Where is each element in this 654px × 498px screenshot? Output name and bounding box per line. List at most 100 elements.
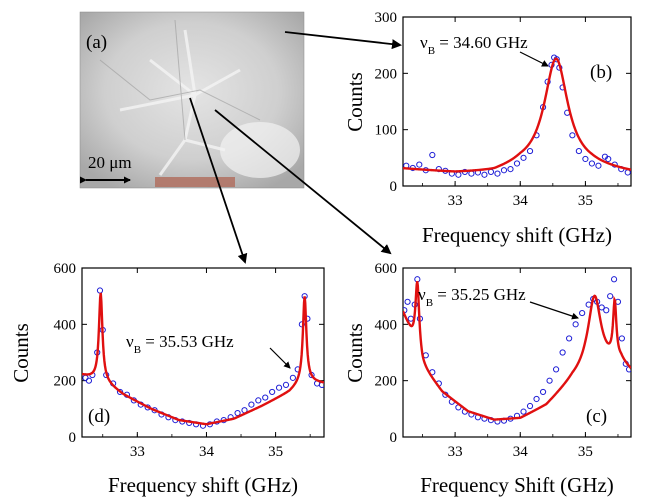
data-point bbox=[255, 397, 262, 404]
annotation-symbol: ν bbox=[126, 332, 134, 351]
y-tick-label: 200 bbox=[375, 374, 398, 390]
y-tick-label: 0 bbox=[69, 430, 77, 446]
data-layer bbox=[403, 276, 631, 425]
peak-annotation: νB = 34.60 GHz bbox=[420, 33, 528, 57]
data-point bbox=[85, 377, 93, 384]
data-point bbox=[407, 315, 414, 322]
data-point bbox=[605, 155, 612, 163]
x-tick-label: 33 bbox=[448, 444, 463, 460]
peak-annotation: νB = 35.25 GHz bbox=[418, 285, 526, 309]
y-tick-label: 0 bbox=[390, 430, 398, 446]
data-point bbox=[248, 401, 255, 408]
arrow-to-c bbox=[214, 109, 392, 255]
data-point bbox=[533, 395, 540, 403]
x-tick-label: 34 bbox=[199, 444, 215, 460]
data-point bbox=[569, 132, 576, 139]
annotation-symbol: ν bbox=[418, 285, 426, 304]
x-tick-label: 34 bbox=[513, 193, 529, 209]
fit-line bbox=[403, 281, 631, 421]
data-point bbox=[552, 366, 560, 373]
data-point bbox=[262, 394, 269, 401]
annotation-arrow bbox=[269, 347, 291, 369]
data-point bbox=[579, 309, 586, 317]
annotation-value: = 35.53 GHz bbox=[141, 332, 234, 351]
arrow-to-d bbox=[189, 97, 248, 264]
data-point bbox=[507, 166, 514, 173]
y-tick-label: 600 bbox=[54, 261, 77, 277]
x-tick-label: 33 bbox=[448, 193, 463, 209]
plot-frame bbox=[81, 267, 325, 438]
chart-panel-c: 33 34 35 0 200 400 600 Frequency Shift (GHz) Cou… bbox=[343, 261, 632, 497]
panel-label: (d) bbox=[88, 406, 110, 427]
data-point bbox=[582, 155, 589, 163]
data-point bbox=[429, 151, 436, 159]
pointer-arrows bbox=[189, 31, 402, 264]
y-tick-label: 300 bbox=[375, 10, 398, 26]
data-point bbox=[559, 349, 566, 356]
data-point bbox=[487, 168, 495, 176]
y-tick-label: 0 bbox=[390, 179, 398, 195]
x-tick-label: 35 bbox=[578, 444, 593, 460]
data-point bbox=[595, 162, 602, 169]
data-point bbox=[500, 167, 508, 174]
data-point bbox=[610, 276, 618, 283]
panel-label: (c) bbox=[586, 406, 607, 427]
micrograph-info-bar bbox=[155, 177, 235, 187]
y-tick-label: 600 bbox=[375, 261, 398, 277]
data-layer bbox=[403, 54, 631, 178]
data-point bbox=[566, 335, 573, 342]
data-point bbox=[455, 171, 462, 178]
x-axis-label: Frequency Shift (GHz) bbox=[420, 473, 614, 497]
data-point bbox=[546, 377, 553, 384]
data-point bbox=[269, 388, 276, 396]
data-point bbox=[234, 409, 241, 417]
plot-frame bbox=[402, 267, 632, 438]
x-tick-label: 33 bbox=[130, 444, 145, 460]
x-axis-label: Frequency shift (GHz) bbox=[108, 473, 298, 497]
data-point bbox=[607, 293, 614, 300]
data-point bbox=[513, 160, 521, 167]
y-tick-label: 400 bbox=[375, 317, 398, 333]
data-layer bbox=[82, 287, 324, 429]
data-point bbox=[526, 402, 534, 410]
data-point bbox=[526, 147, 534, 155]
data-point bbox=[624, 169, 631, 176]
annotation-subscript: B bbox=[426, 297, 433, 309]
data-point bbox=[539, 388, 547, 396]
data-point bbox=[588, 160, 596, 167]
data-point bbox=[416, 161, 423, 168]
panel-label: (b) bbox=[590, 62, 612, 83]
data-point bbox=[282, 381, 290, 388]
data-point bbox=[289, 374, 296, 381]
fit-line bbox=[403, 57, 631, 173]
micrograph-label: (a) bbox=[86, 32, 107, 53]
data-point bbox=[618, 335, 625, 342]
data-point bbox=[96, 287, 104, 294]
annotation-symbol: ν bbox=[420, 33, 428, 52]
fit-line bbox=[82, 292, 324, 426]
y-axis-label: Counts bbox=[9, 323, 33, 383]
micrograph-crack-dark bbox=[99, 19, 261, 141]
arrow-to-b bbox=[284, 31, 402, 50]
y-tick-label: 400 bbox=[54, 317, 77, 333]
y-axis-label: Counts bbox=[343, 323, 367, 383]
micrograph-panel: (a) 20 μm bbox=[79, 11, 305, 189]
annotation-arrow bbox=[529, 301, 579, 320]
peak-annotation: νB = 35.53 GHz bbox=[126, 332, 234, 356]
data-point bbox=[520, 408, 527, 415]
annotation-value: = 34.60 GHz bbox=[435, 33, 528, 52]
data-point bbox=[572, 321, 579, 328]
scalebar-label: 20 μm bbox=[88, 153, 132, 172]
annotation-subscript: B bbox=[428, 45, 435, 57]
y-axis-label: Counts bbox=[343, 72, 367, 132]
annotation-subscript: B bbox=[134, 344, 141, 356]
data-point bbox=[404, 298, 411, 305]
plot-frame bbox=[402, 16, 632, 187]
y-tick-label: 200 bbox=[375, 66, 398, 82]
chart-panel-b: 33 34 35 0 100 200 300 Frequency shift (GHz) Cou… bbox=[343, 10, 632, 247]
chart-panel-d: 33 34 35 0 200 400 600 Frequency shift (GHz) Cou… bbox=[9, 261, 325, 497]
data-point bbox=[494, 170, 501, 177]
x-tick-label: 34 bbox=[513, 444, 529, 460]
data-point bbox=[82, 374, 89, 381]
